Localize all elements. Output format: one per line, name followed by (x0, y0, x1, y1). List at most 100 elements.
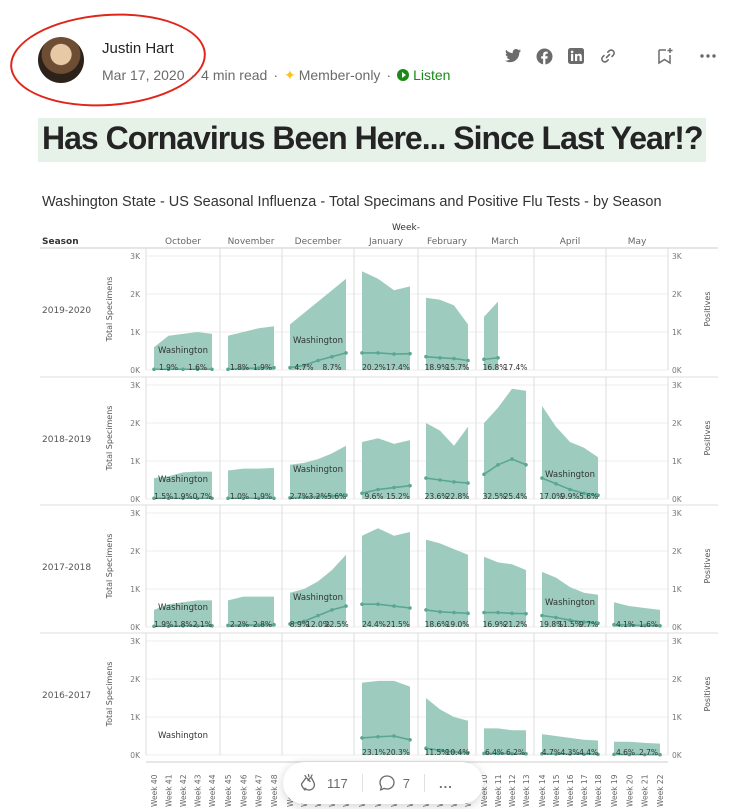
season-label: 2018-2019 (42, 435, 91, 445)
article-title: Has Cornavirus Been Here... Since Last Y… (42, 120, 703, 156)
positives-line (362, 352, 411, 355)
positive-point (330, 608, 334, 612)
ylabel-left: Total Specimens (105, 406, 114, 472)
y-tick-left: 0K (130, 366, 141, 375)
ylabel-right: Positives (703, 420, 712, 455)
positive-point (241, 496, 246, 501)
positives-line (483, 357, 499, 361)
percent-label: 5.6% (579, 492, 598, 501)
specimen-area (426, 698, 468, 755)
comment-icon (379, 775, 395, 791)
y-tick-left: 3K (130, 509, 141, 518)
clap-icon (300, 773, 316, 791)
week-tick-label: Week 42 (179, 774, 188, 807)
percent-label: 1.6% (188, 363, 207, 372)
positive-point (392, 734, 396, 738)
week-tick-label: Week 43 (194, 774, 203, 807)
week-tick-label: Week 11 (494, 774, 503, 807)
toolbar-more-button[interactable]: ... (438, 775, 453, 791)
positive-point (272, 622, 276, 627)
positive-point (612, 752, 616, 757)
listen-button[interactable]: Listen (397, 67, 450, 83)
y-tick-right: 2K (672, 419, 683, 428)
percent-label: 1.9% (253, 492, 272, 501)
percent-label: 5.6% (327, 492, 346, 501)
y-tick-right: 0K (672, 751, 683, 760)
meta-sep: · (386, 67, 392, 83)
y-tick-right: 2K (672, 290, 683, 299)
author-avatar[interactable] (38, 37, 84, 83)
positive-point (226, 623, 230, 628)
specimen-area (228, 467, 274, 499)
responses-button[interactable]: 7 (377, 773, 410, 793)
positive-point (452, 356, 456, 361)
positive-point (195, 496, 200, 501)
positive-point (596, 621, 600, 625)
positive-point (166, 496, 171, 501)
positive-point (540, 752, 544, 756)
percent-label: 11.5% (558, 620, 582, 629)
y-tick-right: 0K (672, 366, 683, 375)
twitter-icon[interactable] (502, 44, 524, 68)
specimen-area (290, 278, 346, 370)
positive-point (466, 750, 470, 755)
percent-label: 4.1% (616, 620, 635, 629)
positive-point (496, 610, 500, 615)
positive-point (596, 752, 600, 757)
positive-point (408, 606, 412, 610)
positive-point (452, 480, 456, 484)
percent-label: 20.2% (362, 363, 386, 372)
week-tick-label: Week 45 (224, 774, 233, 807)
bookmark-add-icon[interactable] (654, 44, 676, 68)
positive-point (568, 487, 572, 492)
week-tick-label: Week 16 (566, 774, 575, 807)
more-icon[interactable] (697, 44, 719, 68)
chart-title: Washington State - US Seasonal Influenza… (42, 194, 662, 210)
percent-label: 18.9% (425, 363, 449, 372)
positive-point (612, 622, 616, 627)
positive-point (424, 746, 428, 750)
positives-line (484, 611, 527, 615)
facebook-icon[interactable] (534, 44, 554, 68)
percent-label: 1.9% (154, 620, 173, 629)
positive-point (408, 483, 412, 488)
author-name[interactable]: Justin Hart (102, 40, 174, 57)
percent-label: 6.2% (506, 748, 525, 757)
week-tick-label: Week 40 (150, 774, 159, 807)
positive-point (181, 367, 185, 372)
linkedin-icon[interactable] (566, 44, 586, 68)
clap-button[interactable]: 117 (299, 773, 348, 793)
positive-point (181, 624, 185, 628)
week-tick-label: Week 46 (239, 774, 248, 807)
positive-point (210, 496, 214, 501)
listen-label: Listen (413, 67, 451, 83)
positive-point (195, 624, 200, 628)
percent-label: 23.1% (362, 748, 386, 757)
specimen-area (426, 423, 468, 499)
link-icon[interactable] (598, 44, 618, 68)
y-tick-right: 1K (672, 328, 683, 337)
week-tick-label: Week 20 (625, 774, 634, 807)
percent-label: 21.5% (386, 620, 410, 629)
positive-point (482, 357, 486, 362)
positives-line (613, 623, 661, 627)
positives-line (361, 484, 411, 495)
washington-label: Washington (158, 346, 208, 356)
percent-label: 4.4% (579, 748, 598, 757)
positive-point (466, 481, 470, 485)
percent-label: 6.4% (485, 748, 504, 757)
y-tick-right: 3K (672, 381, 683, 390)
positives-line (227, 366, 275, 371)
positive-point (627, 752, 632, 757)
week-tick-label: Week 18 (594, 774, 603, 807)
positive-point (256, 496, 261, 501)
positive-point (302, 363, 306, 368)
specimen-area (362, 271, 410, 370)
positive-point (392, 604, 396, 608)
positive-point (510, 751, 514, 756)
percent-label: 8.7% (322, 363, 341, 372)
column-header: Week- (392, 223, 420, 233)
week-tick-label: Week 14 (538, 774, 547, 807)
positive-point (195, 367, 200, 372)
ylabel-right: Positives (703, 291, 712, 326)
